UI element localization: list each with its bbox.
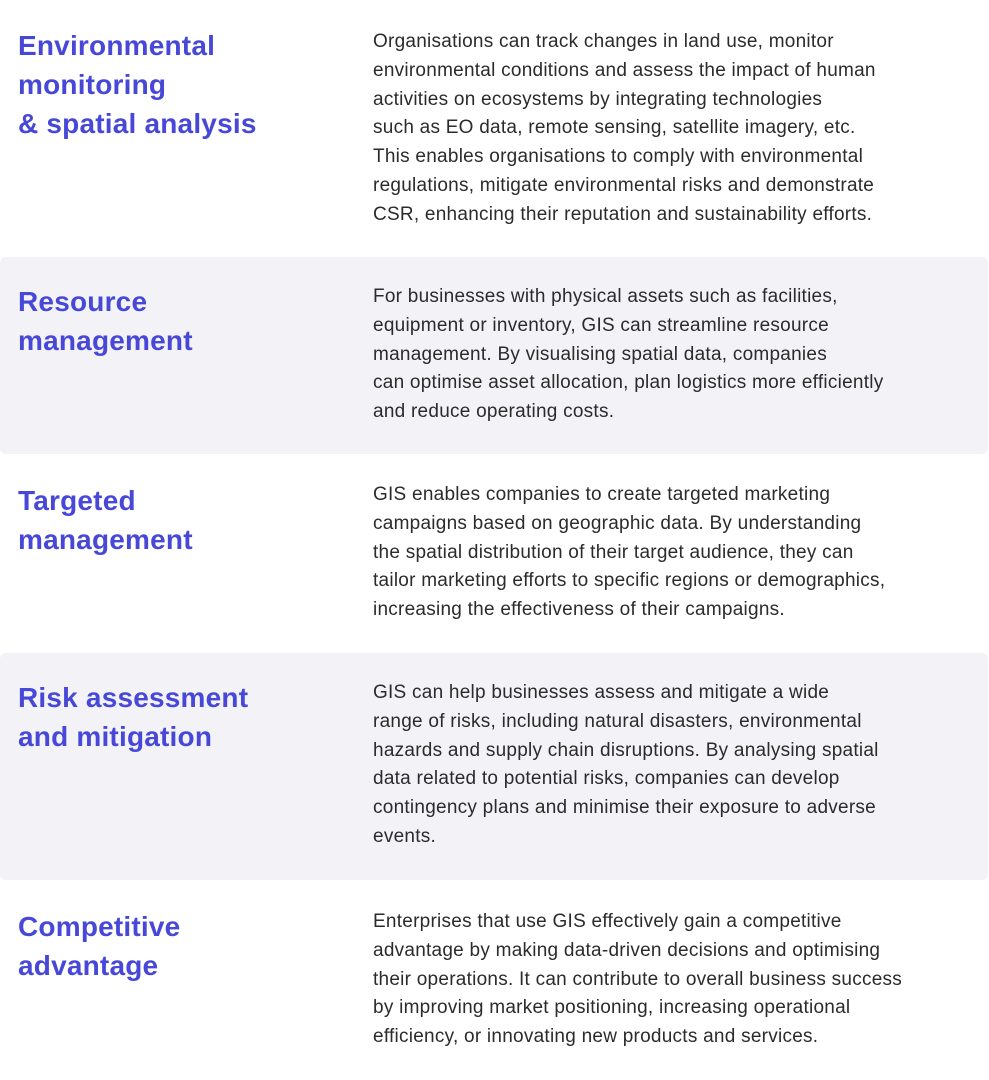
body-line: Organisations can track changes in land … bbox=[373, 31, 834, 52]
heading-line: Competitive bbox=[18, 911, 181, 942]
heading-line: monitoring bbox=[18, 69, 167, 100]
heading-line: Targeted bbox=[18, 485, 136, 516]
body-line: regulations, mitigate environmental risk… bbox=[373, 174, 875, 196]
heading-line: & spatial analysis bbox=[18, 108, 257, 139]
body-line: advantage by making data-driven decision… bbox=[373, 939, 881, 961]
body-line: range of risks, including natural disast… bbox=[373, 710, 862, 732]
body-line: equipment or inventory, GIS can streamli… bbox=[373, 314, 829, 336]
heading-line: Resource bbox=[18, 286, 148, 317]
heading-line: management bbox=[18, 524, 193, 555]
body-line: such as EO data, remote sensing, satelli… bbox=[373, 117, 856, 139]
section-body: For businesses with physical assets such… bbox=[373, 283, 883, 427]
body-line: GIS enables companies to create targeted… bbox=[373, 484, 831, 505]
body-line: For businesses with physical assets such… bbox=[373, 286, 838, 307]
heading-line: Environmental bbox=[18, 30, 216, 61]
body-line: CSR, enhancing their reputation and sust… bbox=[373, 203, 873, 225]
section-body: GIS enables companies to create targeted… bbox=[373, 481, 885, 625]
body-line: tailor marketing efforts to specific reg… bbox=[373, 570, 886, 592]
section-heading: Targeted management bbox=[18, 481, 193, 559]
body-line: This enables organisations to comply wit… bbox=[373, 146, 864, 168]
body-line: can optimise asset allocation, plan logi… bbox=[373, 372, 884, 394]
heading-line: and mitigation bbox=[18, 721, 213, 752]
heading-line: advantage bbox=[18, 950, 159, 981]
section-body: GIS can help businesses assess and mitig… bbox=[373, 679, 879, 852]
section-heading: Environmental monitoring & spatial analysi… bbox=[18, 26, 257, 143]
body-line: environmental conditions and assess the … bbox=[373, 59, 876, 81]
section-targeted-management: Targeted management GIS enables companies … bbox=[0, 454, 988, 653]
body-line: GIS can help businesses assess and mitig… bbox=[373, 682, 830, 703]
section-environmental-monitoring: Environmental monitoring & spatial analysi… bbox=[0, 0, 988, 257]
body-line: data related to potential risks, compani… bbox=[373, 768, 840, 790]
body-line: increasing the effectiveness of their ca… bbox=[373, 599, 785, 621]
body-line: efficiency, or innovating new products a… bbox=[373, 1026, 819, 1048]
section-resource-management: Resource management For businesses with ph… bbox=[0, 257, 988, 454]
body-line: hazards and supply chain disruptions. By… bbox=[373, 739, 879, 761]
body-line: their operations. It can contribute to o… bbox=[373, 968, 903, 990]
section-body: Organisations can track changes in land … bbox=[373, 28, 876, 230]
heading-line: management bbox=[18, 325, 193, 356]
body-line: activities on ecosystems by integrating … bbox=[373, 88, 823, 110]
body-line: and reduce operating costs. bbox=[373, 401, 615, 423]
body-line: events. bbox=[373, 825, 437, 847]
body-line: management. By visualising spatial data,… bbox=[373, 343, 827, 365]
section-body: Enterprises that use GIS effectively gai… bbox=[373, 908, 902, 1052]
section-heading: Resource management bbox=[18, 282, 193, 360]
section-heading: Risk assessment and mitigation bbox=[18, 678, 248, 756]
body-line: contingency plans and minimise their exp… bbox=[373, 797, 876, 819]
body-line: campaigns based on geographic data. By u… bbox=[373, 512, 862, 534]
body-line: the spatial distribution of their target… bbox=[373, 541, 854, 563]
section-heading: Competitive advantage bbox=[18, 907, 180, 985]
section-competitive-advantage: Competitive advantage Enterprises that use… bbox=[0, 880, 988, 1080]
body-line: by improving market positioning, increas… bbox=[373, 997, 851, 1019]
section-risk-assessment: Risk assessment and mitigation GIS can hel… bbox=[0, 653, 988, 880]
body-line: Enterprises that use GIS effectively gai… bbox=[373, 911, 842, 932]
heading-line: Risk assessment bbox=[18, 682, 249, 713]
